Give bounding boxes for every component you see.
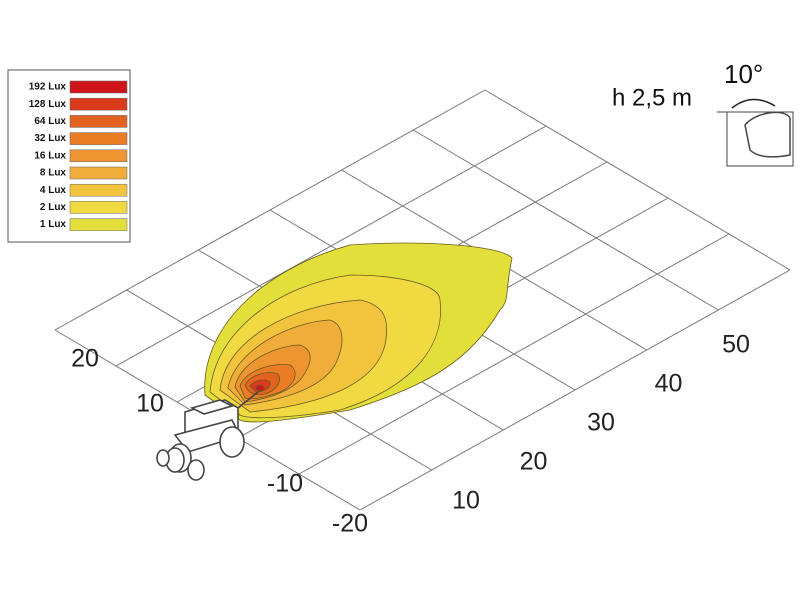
angle-arc — [731, 98, 776, 109]
legend-label: 192 Lux — [29, 82, 67, 93]
grid-line — [484, 89, 791, 271]
lamp — [744, 111, 791, 158]
legend-swatch — [69, 166, 128, 180]
mounting-inset: 10° h 2,5 m — [612, 59, 794, 167]
legend-items: 192 Lux 128 Lux 64 Lux 32 Lux 16 Lux 8 Lux 4 L… — [29, 80, 128, 231]
grid-line — [115, 125, 547, 367]
length-label: 20 — [520, 448, 548, 476]
width-label: -10 — [267, 470, 303, 498]
grid-line — [359, 269, 791, 511]
length-label: 10 — [452, 487, 480, 515]
legend: 192 Lux 128 Lux 64 Lux 32 Lux 16 Lux 8 Lux 4 L… — [7, 69, 131, 243]
legend-swatch — [69, 149, 128, 163]
length-label: 40 — [655, 370, 683, 398]
legend-swatch — [69, 183, 128, 197]
legend-label: 8 Lux — [40, 168, 67, 179]
tractor — [156, 391, 259, 481]
height-label: h 2,5 m — [612, 84, 692, 111]
legend-label: 4 Lux — [40, 185, 67, 196]
grid-line — [413, 129, 719, 311]
grid-line — [54, 89, 486, 331]
legend-label: 64 Lux — [34, 116, 66, 127]
axis-labels: 20 10 -10 -20 10 20 30 40 50 — [71, 331, 750, 538]
width-label: 10 — [136, 390, 164, 418]
legend-label: 1 Lux — [40, 219, 67, 230]
length-label: 50 — [722, 331, 750, 359]
legend-swatch — [69, 97, 128, 111]
light-contours — [204, 242, 513, 423]
legend-label: 16 Lux — [34, 150, 66, 161]
contour — [255, 384, 265, 392]
legend-swatch — [69, 80, 128, 94]
legend-swatch — [69, 115, 128, 128]
angle-label: 10° — [724, 59, 763, 89]
legend-swatch — [69, 132, 128, 145]
legend-swatch — [69, 218, 128, 231]
width-label: 20 — [71, 345, 99, 373]
legend-swatch — [69, 201, 128, 214]
legend-label: 32 Lux — [34, 133, 66, 144]
width-label: -20 — [332, 510, 368, 538]
length-label: 30 — [587, 409, 615, 437]
legend-label: 128 Lux — [29, 99, 67, 110]
legend-label: 2 Lux — [40, 202, 67, 213]
grid-line — [298, 233, 730, 475]
